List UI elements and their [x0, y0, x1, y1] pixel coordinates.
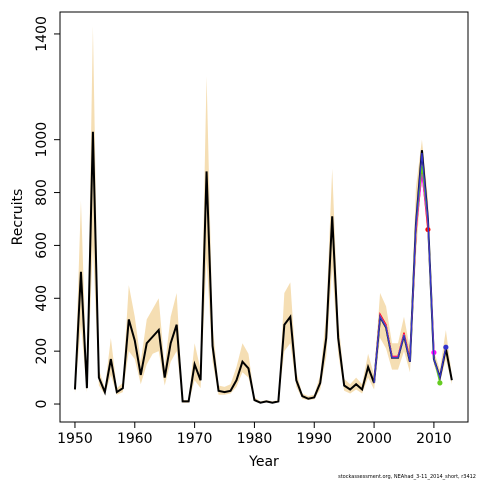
- x-tick-label: 1980: [237, 431, 273, 447]
- y-tick-label: 1400: [34, 16, 50, 52]
- x-axis-label: Year: [248, 454, 279, 470]
- series-line: [373, 152, 447, 383]
- end-point: [443, 344, 449, 350]
- y-tick-label: 200: [34, 338, 50, 365]
- x-tick-label: 1960: [117, 431, 153, 447]
- x-tick-label: 1990: [296, 431, 332, 447]
- y-axis-label: Recruits: [10, 189, 26, 246]
- y-tick-label: 1000: [34, 122, 50, 158]
- x-tick-label: 2000: [356, 431, 392, 447]
- source-note: stockassessment.org, NEAhad_3-11_2014_sh…: [338, 474, 476, 480]
- plot-frame: [59, 11, 469, 423]
- y-tick-label: 0: [34, 400, 50, 409]
- confidence-band: [74, 26, 452, 404]
- x-tick-label: 2010: [416, 431, 452, 447]
- y-tick-label: 800: [34, 179, 50, 206]
- y-tick-label: 600: [34, 232, 50, 259]
- end-point: [437, 380, 443, 386]
- y-tick-label: 400: [34, 285, 50, 312]
- x-tick-label: 1950: [57, 431, 93, 447]
- x-tick-label: 1970: [177, 431, 213, 447]
